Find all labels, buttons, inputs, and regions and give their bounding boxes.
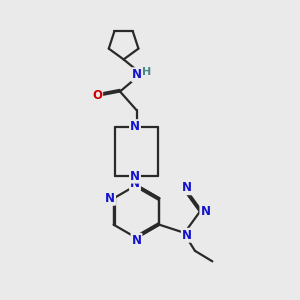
Text: N: N <box>132 68 142 81</box>
Text: N: N <box>182 181 192 194</box>
Text: N: N <box>182 229 192 242</box>
Text: N: N <box>130 169 140 183</box>
Text: N: N <box>131 234 142 247</box>
Text: N: N <box>200 205 210 218</box>
Text: N: N <box>130 177 140 190</box>
Text: O: O <box>92 88 102 102</box>
Text: N: N <box>130 120 140 133</box>
Text: H: H <box>142 67 152 77</box>
Text: N: N <box>105 192 115 205</box>
